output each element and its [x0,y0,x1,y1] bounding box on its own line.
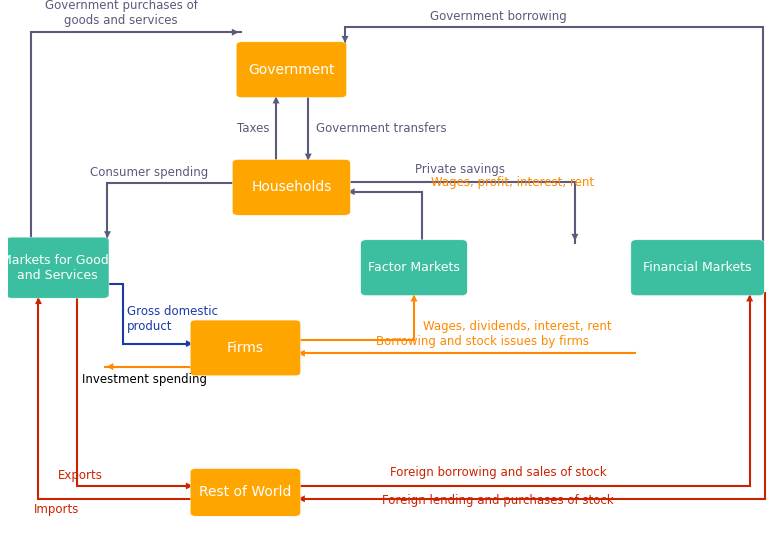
Text: Markets for Goods
and Services: Markets for Goods and Services [1,254,115,282]
Text: Imports: Imports [34,503,79,516]
FancyBboxPatch shape [631,240,764,295]
Text: Government borrowing: Government borrowing [430,10,567,22]
Text: Firms: Firms [227,341,264,355]
Text: Private savings: Private savings [415,163,505,176]
Text: Gross domestic
product: Gross domestic product [127,305,217,333]
Text: Government transfers: Government transfers [316,122,447,135]
Text: Investment spending: Investment spending [82,373,206,386]
FancyBboxPatch shape [236,42,346,98]
Text: Wages, profit, interest, rent: Wages, profit, interest, rent [431,176,594,189]
Text: Exports: Exports [58,468,103,482]
Text: Rest of World: Rest of World [199,485,292,500]
FancyBboxPatch shape [190,320,300,376]
Text: Factor Markets: Factor Markets [368,261,460,274]
FancyBboxPatch shape [361,240,468,295]
Text: Foreign lending and purchases of stock: Foreign lending and purchases of stock [382,494,614,507]
Text: Borrowing and stock issues by firms: Borrowing and stock issues by firms [376,335,590,348]
Text: Foreign borrowing and sales of stock: Foreign borrowing and sales of stock [390,466,607,479]
Text: Households: Households [251,180,332,194]
Text: Government: Government [248,63,335,76]
Text: Wages, dividends, interest, rent: Wages, dividends, interest, rent [423,321,612,334]
Text: Government purchases of
goods and services: Government purchases of goods and servic… [45,0,198,27]
FancyBboxPatch shape [190,468,300,516]
FancyBboxPatch shape [6,237,109,298]
Text: Financial Markets: Financial Markets [644,261,752,274]
Text: Consumer spending: Consumer spending [91,167,209,180]
FancyBboxPatch shape [232,159,350,215]
Text: Taxes: Taxes [238,122,270,135]
